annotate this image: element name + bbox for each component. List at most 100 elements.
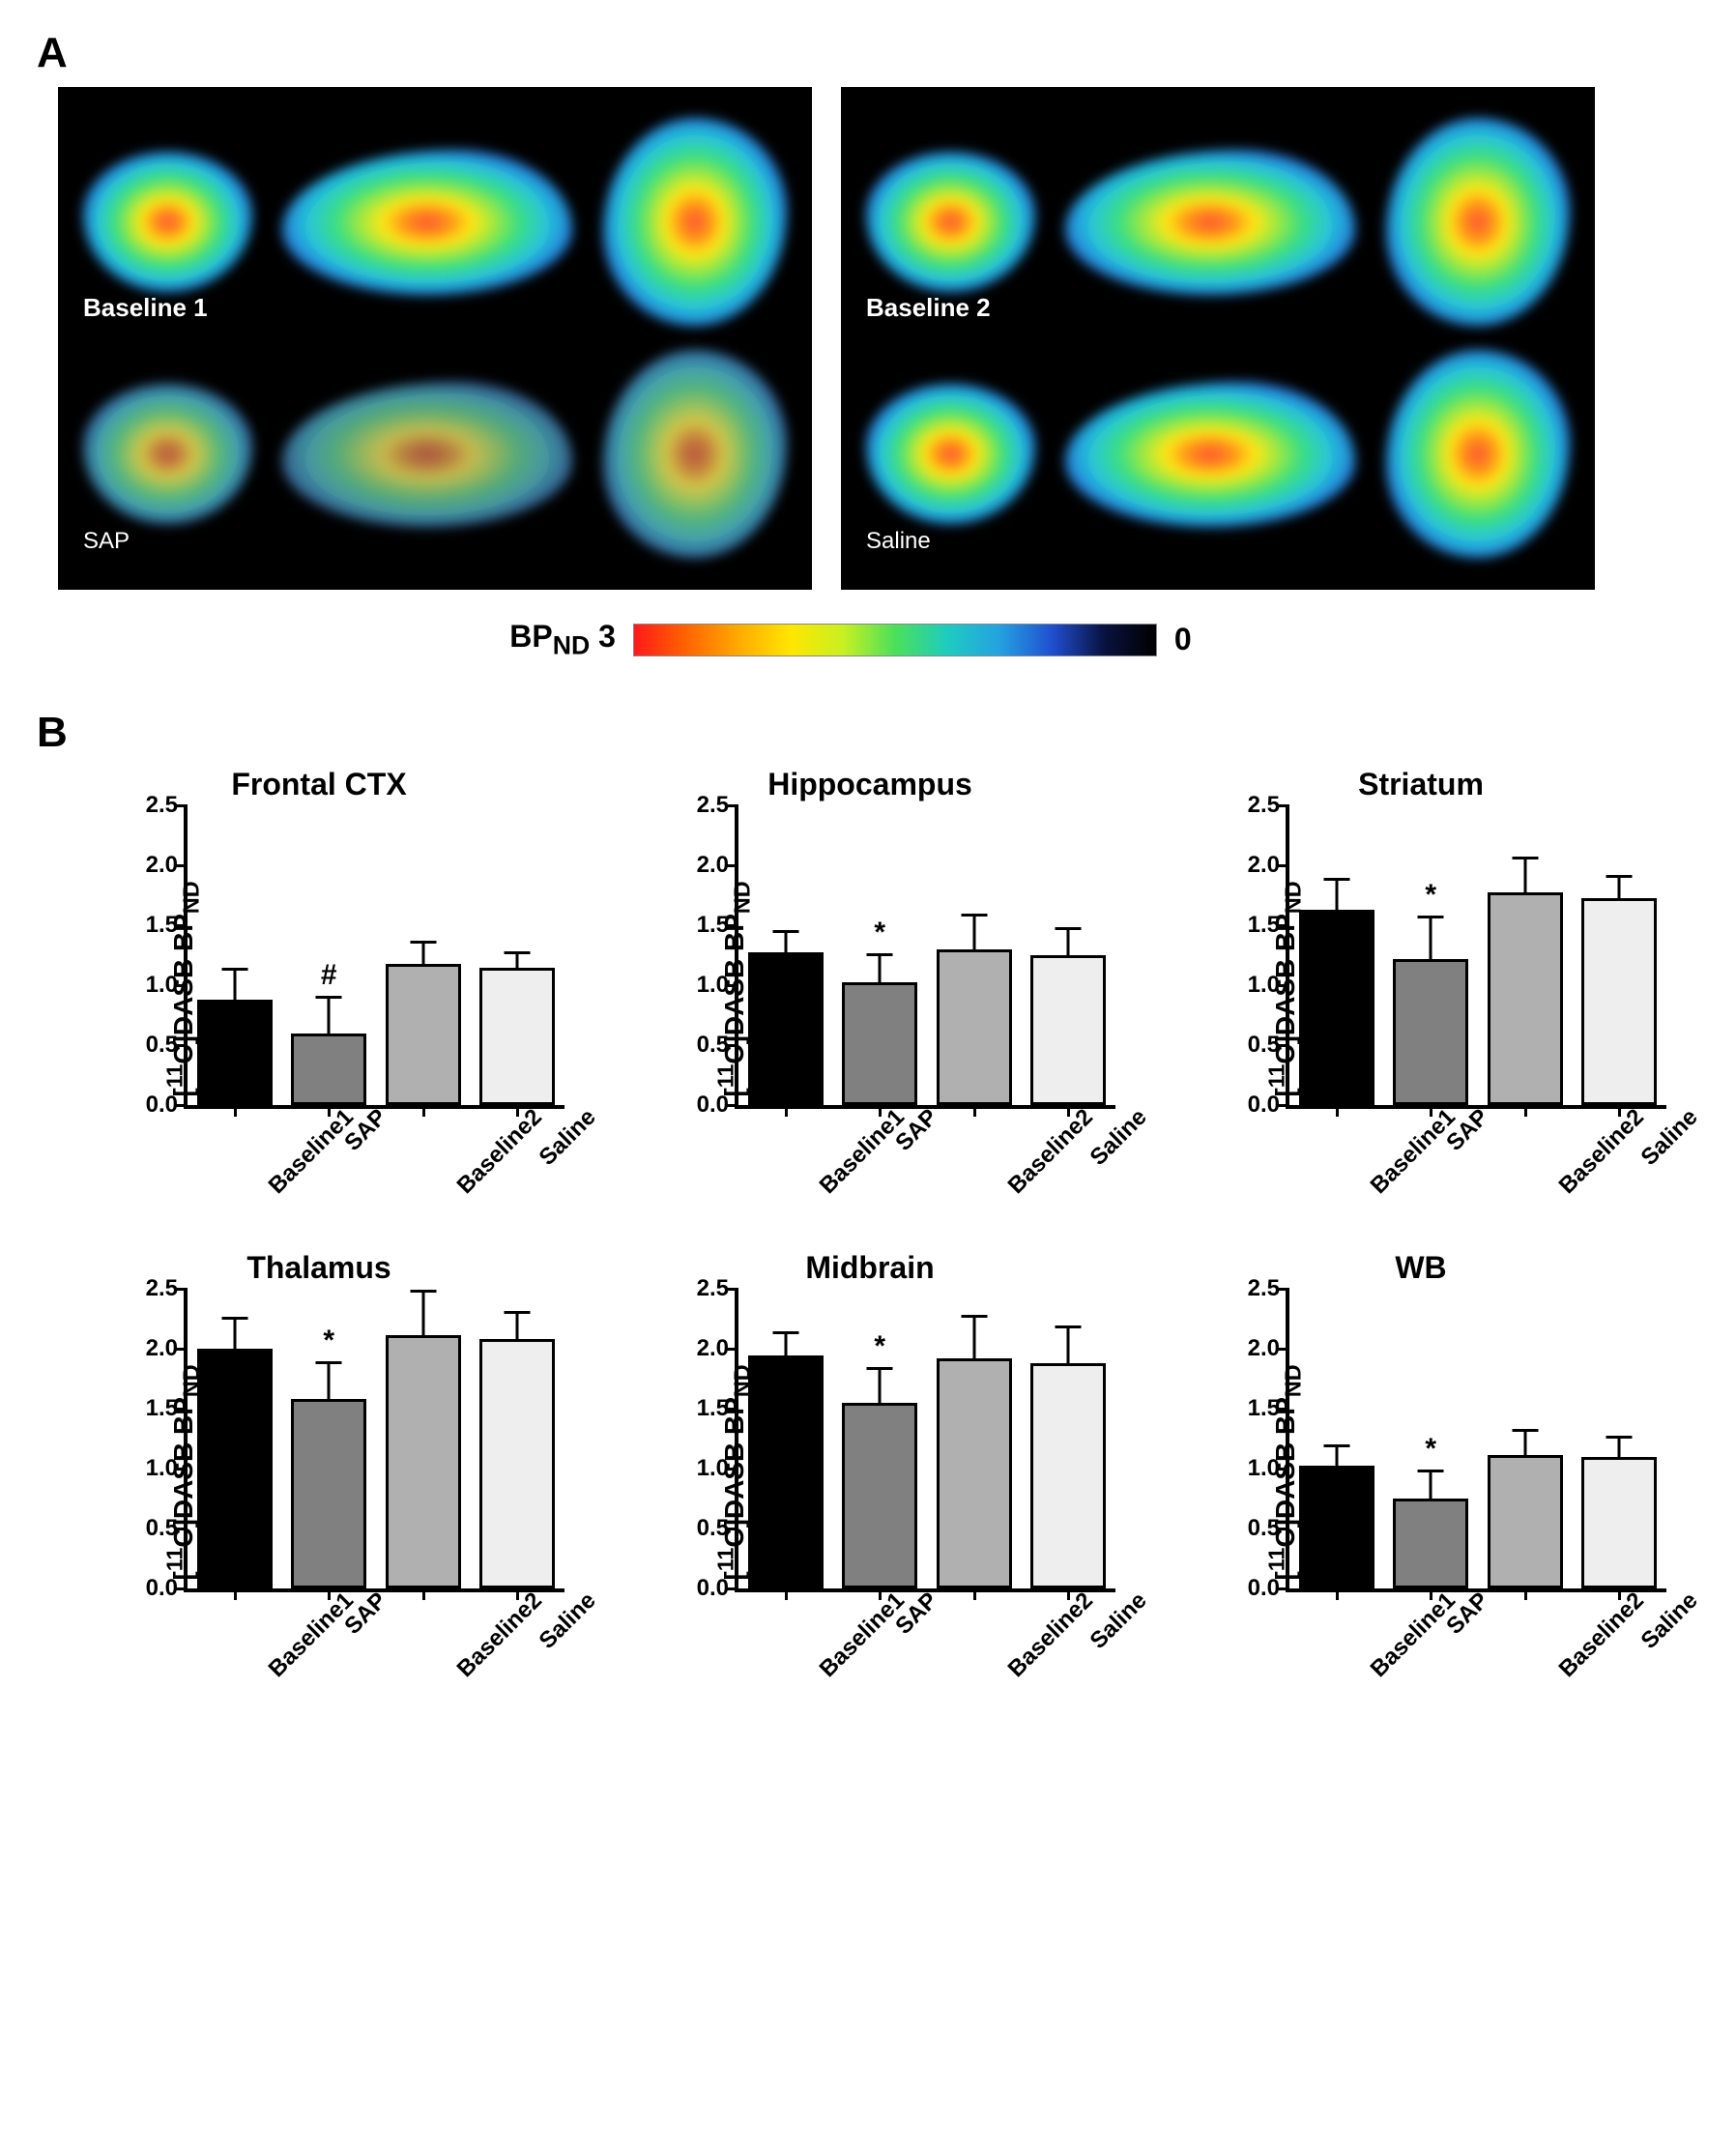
bar-sap [291,1399,366,1588]
chart-striatum: Striatum[11C]DASB BPND0.00.51.01.52.02.5… [1160,767,1682,1211]
x-tick-label: Saline [1085,1587,1153,1655]
colorbar-right: 0 [1174,622,1192,657]
bar-baseline2 [1488,1455,1563,1589]
brain-row-baseline1: Baseline 1 [68,116,802,330]
y-tick-label: 2.0 [671,1335,729,1362]
chart-thalamus: Thalamus[11C]DASB BPND0.00.51.01.52.02.5… [58,1250,580,1695]
brain-block-saline: Baseline 2 Saline [841,87,1595,590]
brain-block-sap: Baseline 1 SAP [58,87,812,590]
panel-a: Baseline 1 SAP Baseline 2 Saline [29,87,1672,590]
chart-grid: Frontal CTX[11C]DASB BPND0.00.51.01.52.0… [58,767,1672,1695]
label-sap: SAP [83,528,130,555]
bar-saline [1030,1363,1106,1588]
significance-annotation: * [323,1325,334,1357]
y-tick-label: 0.0 [671,1092,729,1119]
bar-baseline2 [937,949,1012,1105]
y-tick-label: 1.5 [1222,912,1280,939]
y-tick-label: 2.0 [120,1335,178,1362]
label-baseline1: Baseline 1 [83,293,208,323]
y-tick-label: 0.5 [1222,1032,1280,1059]
y-tick-label: 1.5 [1222,1395,1280,1422]
x-tick-label: Baseline1 [814,1587,910,1683]
figure: A Baseline 1 SAP Baseline 2 [29,29,1672,1695]
plot-area: 0.00.51.01.52.02.5Baseline1*SAPBaseline2… [735,1289,1115,1592]
bar-sap [1393,959,1468,1105]
significance-annotation: * [1425,1433,1436,1466]
label-saline: Saline [866,528,931,555]
panel-a-label: A [37,29,1672,77]
significance-annotation: * [1425,879,1436,912]
chart-hippocampus: Hippocampus[11C]DASB BPND0.00.51.01.52.0… [609,767,1131,1211]
x-tick-label: Saline [1085,1104,1153,1172]
y-tick-label: 0.5 [120,1515,178,1542]
x-tick-label: Saline [535,1104,602,1172]
bar-baseline2 [386,964,461,1105]
x-tick-label: Saline [1636,1587,1704,1655]
brain-row-sap: SAP [68,348,802,562]
bar-sap [842,982,917,1106]
x-tick-label: Baseline1 [263,1104,359,1200]
bar-saline [1581,898,1657,1106]
x-tick-label: Baseline1 [814,1104,910,1200]
bar-baseline1 [197,1000,273,1105]
panel-b-label: B [37,709,1672,757]
y-tick-label: 1.5 [671,1395,729,1422]
bar-baseline2 [1488,892,1563,1106]
y-tick-label: 0.0 [120,1575,178,1602]
brain-row-saline: Saline [851,348,1585,562]
plot-area: 0.00.51.01.52.02.5Baseline1*SAPBaseline2… [735,805,1115,1109]
bar-baseline1 [1299,910,1374,1105]
x-tick-label: Baseline1 [1365,1104,1461,1200]
bar-baseline2 [937,1358,1012,1588]
chart-midbrain: Midbrain[11C]DASB BPND0.00.51.01.52.02.5… [609,1250,1131,1695]
bar-saline [1581,1457,1657,1588]
y-tick-label: 0.5 [671,1032,729,1059]
y-tick-label: 2.0 [1222,1335,1280,1362]
chart-wb: WB[11C]DASB BPND0.00.51.01.52.02.5Baseli… [1160,1250,1682,1695]
bar-sap [842,1403,917,1588]
y-tick-label: 0.0 [1222,1575,1280,1602]
brain-row-baseline2: Baseline 2 [851,116,1585,330]
y-tick-label: 0.5 [1222,1515,1280,1542]
bar-baseline1 [197,1349,273,1588]
label-baseline2: Baseline 2 [866,293,991,323]
colorbar-label: BPND 3 [509,619,616,660]
y-tick-label: 1.5 [120,912,178,939]
bar-baseline1 [748,1355,824,1589]
bar-sap [291,1034,366,1105]
colorbar-gradient [633,624,1157,656]
bar-sap [1393,1499,1468,1588]
bar-saline [479,1339,555,1588]
x-tick-label: Saline [535,1587,602,1655]
y-tick-label: 1.5 [671,912,729,939]
significance-annotation: # [321,959,337,992]
y-tick-label: 1.5 [120,1395,178,1422]
y-tick-label: 0.5 [120,1032,178,1059]
y-tick-label: 2.0 [671,852,729,879]
bar-baseline1 [1299,1466,1374,1589]
y-tick-label: 2.5 [671,792,729,819]
plot-area: 0.00.51.01.52.02.5Baseline1*SAPBaseline2… [184,1289,564,1592]
bar-saline [479,968,555,1106]
y-tick-label: 2.5 [1222,792,1280,819]
y-tick-label: 2.5 [671,1275,729,1302]
y-tick-label: 2.0 [120,852,178,879]
x-tick-label: Saline [1636,1104,1704,1172]
y-tick-label: 1.0 [120,1455,178,1482]
colorbar: BPND 3 0 [29,619,1672,660]
y-tick-label: 2.5 [120,792,178,819]
x-tick-label: Baseline1 [263,1587,359,1683]
panel-b: Frontal CTX[11C]DASB BPND0.00.51.01.52.0… [29,767,1672,1695]
plot-area: 0.00.51.01.52.02.5Baseline1*SAPBaseline2… [1286,1289,1666,1592]
y-tick-label: 1.0 [120,972,178,999]
y-tick-label: 2.5 [120,1275,178,1302]
bar-baseline2 [386,1335,461,1589]
y-tick-label: 0.0 [671,1575,729,1602]
y-tick-label: 2.5 [1222,1275,1280,1302]
y-tick-label: 1.0 [671,972,729,999]
y-tick-label: 1.0 [671,1455,729,1482]
y-tick-label: 0.5 [671,1515,729,1542]
plot-area: 0.00.51.01.52.02.5Baseline1*SAPBaseline2… [1286,805,1666,1109]
chart-frontal-ctx: Frontal CTX[11C]DASB BPND0.00.51.01.52.0… [58,767,580,1211]
significance-annotation: * [874,917,885,949]
